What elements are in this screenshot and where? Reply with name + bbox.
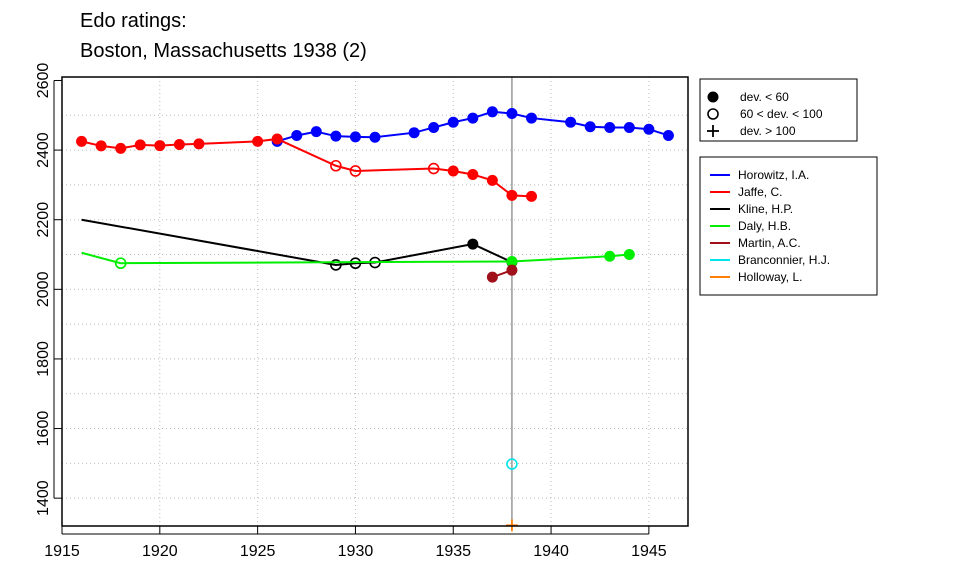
data-point [526,190,537,202]
data-point [447,116,459,128]
y-tick-label: 1800 [35,341,52,377]
series-4 [486,264,518,283]
axes: 1915 1920 1925 1930 1935 1940 1945 1400 1600 1800… [35,63,689,560]
data-point [623,249,635,261]
legend: dev. < 60 60 < dev. < 100 dev. > 100 Horowi… [699,78,878,296]
y-tick-label: 2400 [35,132,52,168]
data-point [506,189,518,201]
data-point [584,121,596,133]
data-point [604,250,616,262]
x-tick-label: 1940 [533,543,569,560]
series-legend-label: Holloway, L. [738,270,802,284]
x-tick-label: 1935 [435,543,471,560]
data-point [486,174,498,186]
series-3 [81,249,635,270]
data-point [643,123,655,135]
data-point [506,108,518,120]
x-tick-label: 1945 [631,543,667,560]
y-tick-label: 2200 [35,202,52,238]
y-tick-label: 1600 [35,411,52,447]
series-0 [271,106,674,147]
data-point [330,159,342,172]
data-point [467,112,479,124]
data-point [349,131,361,143]
data-point [486,106,498,118]
data-point [349,165,362,177]
x-tick-label: 1920 [142,543,178,560]
y-tick-label: 1400 [35,480,52,516]
x-tick-label: 1925 [240,543,276,560]
data-point [428,121,440,133]
marker-legend-label: dev. < 60 [740,90,789,104]
data-point [291,129,303,141]
series-line [81,218,513,266]
series-legend-label: Horowitz, I.A. [738,168,809,182]
data-point [114,257,127,270]
marker-legend-symbol [707,108,719,120]
series-layer [76,106,674,532]
series-1 [76,133,537,202]
data-point [526,112,537,124]
x-tick-label: 1915 [44,543,80,560]
data-point [330,130,342,142]
marker-legend-symbol [707,91,719,103]
y-tick-label: 2000 [35,271,52,307]
marker-legend-label: dev. > 100 [740,124,796,138]
marker-legend-symbol [707,125,719,137]
data-point [506,458,518,470]
x-tick-label: 1930 [338,543,374,560]
data-point [115,142,127,154]
data-point [467,168,479,180]
data-point [565,116,577,128]
series-legend-label: Branconnier, H.J. [738,253,830,267]
data-point [349,257,362,270]
series-legend-label: Martin, A.C. [738,236,801,250]
series-legend-label: Jaffe, C. [738,185,782,199]
data-point [154,140,166,152]
data-point [252,135,264,147]
marker-legend-label: 60 < dev. < 100 [740,107,823,121]
data-point [95,140,107,152]
data-point [134,139,146,151]
marker-legend-box [699,78,858,142]
data-point [447,165,459,177]
chart-title: Edo ratings: [80,10,187,32]
series-5 [506,458,518,470]
grid [62,77,688,526]
series-line [81,137,532,198]
data-point [662,129,674,141]
series-legend-label: Daly, H.B. [738,219,791,233]
data-point [506,264,518,276]
data-point [623,121,635,133]
y-tick-label: 2600 [35,63,52,99]
data-point [76,135,88,147]
data-point [467,238,479,250]
data-point [486,271,498,283]
data-point [369,131,381,143]
plot-frame [61,76,689,527]
data-point [604,121,616,133]
series-legend-label: Kline, H.P. [738,202,793,216]
data-point [310,126,322,138]
data-point [408,127,420,139]
data-point [193,138,205,150]
data-point [173,139,185,151]
chart-subtitle: Boston, Massachusetts 1938 (2) [80,40,367,62]
data-point [330,259,342,271]
data-point [427,162,440,175]
data-point [271,133,283,145]
